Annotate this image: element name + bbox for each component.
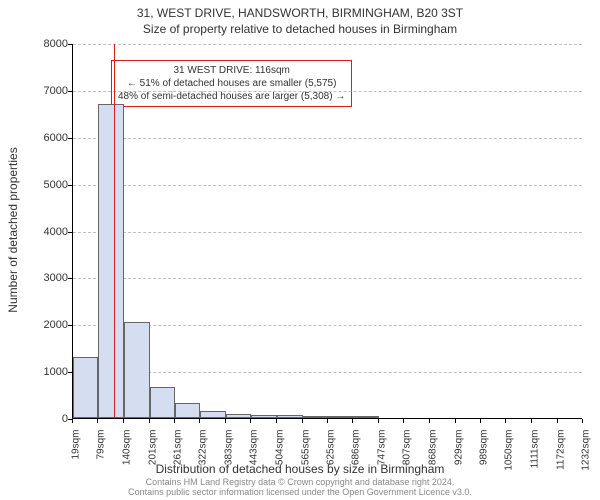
y-tick-mark [68, 185, 72, 186]
x-tick-mark [480, 419, 481, 423]
x-tick-mark [199, 419, 200, 423]
y-tick-mark [68, 278, 72, 279]
histogram-bar [98, 104, 124, 418]
histogram-bar [353, 416, 379, 418]
x-tick-mark [557, 419, 558, 423]
y-tick-label: 6000 [28, 132, 68, 144]
annotation-box: 31 WEST DRIVE: 116sqm ← 51% of detached … [111, 60, 352, 107]
x-tick-mark [276, 419, 277, 423]
x-tick-mark [250, 419, 251, 423]
y-tick-label: 7000 [28, 85, 68, 97]
x-tick-label: 1050sqm [504, 430, 515, 471]
grid-line [73, 278, 582, 279]
x-tick-mark [378, 419, 379, 423]
histogram-bar [200, 411, 226, 418]
grid-line [73, 185, 582, 186]
copyright-notice: Contains HM Land Registry data © Crown c… [0, 478, 600, 498]
x-tick-label: 565sqm [300, 430, 311, 466]
x-tick-mark [72, 419, 73, 423]
y-axis-label: Number of detached properties [6, 147, 20, 312]
x-tick-label: 504sqm [274, 430, 285, 466]
histogram-bar [124, 322, 150, 418]
x-tick-mark [225, 419, 226, 423]
x-tick-label: 322sqm [198, 430, 209, 466]
histogram-bar [73, 357, 98, 418]
x-tick-mark [97, 419, 98, 423]
x-tick-mark [531, 419, 532, 423]
x-tick-label: 1172sqm [555, 430, 566, 470]
histogram-bar [303, 416, 328, 418]
y-tick-mark [68, 44, 72, 45]
y-tick-mark [68, 91, 72, 92]
plot-area: 31 WEST DRIVE: 116sqm ← 51% of detached … [72, 44, 582, 419]
y-tick-label: 4000 [28, 226, 68, 238]
y-tick-label: 2000 [28, 319, 68, 331]
x-tick-mark [403, 419, 404, 423]
annotation-line1: 31 WEST DRIVE: 116sqm [118, 64, 345, 77]
copyright-line2: Contains public sector information licen… [0, 488, 600, 498]
y-tick-label: 5000 [28, 179, 68, 191]
y-tick-mark [68, 232, 72, 233]
chart-container: 31, WEST DRIVE, HANDSWORTH, BIRMINGHAM, … [0, 0, 600, 500]
y-tick-mark [68, 372, 72, 373]
histogram-bar [226, 414, 251, 418]
grid-line [73, 91, 582, 92]
x-tick-mark [429, 419, 430, 423]
x-tick-label: 140sqm [121, 430, 132, 466]
x-tick-label: 261sqm [172, 430, 183, 466]
x-tick-label: 868sqm [427, 430, 438, 466]
x-tick-mark [302, 419, 303, 423]
y-tick-label: 0 [28, 413, 68, 425]
x-tick-label: 79sqm [96, 430, 107, 460]
chart-title-address: 31, WEST DRIVE, HANDSWORTH, BIRMINGHAM, … [0, 6, 600, 20]
x-tick-mark [582, 419, 583, 423]
x-tick-mark [505, 419, 506, 423]
x-tick-mark [174, 419, 175, 423]
x-tick-label: 383sqm [224, 430, 235, 466]
y-tick-label: 1000 [28, 366, 68, 378]
x-tick-label: 929sqm [453, 430, 464, 466]
grid-line [73, 138, 582, 139]
annotation-line2: ← 51% of detached houses are smaller (5,… [118, 77, 345, 90]
grid-line [73, 232, 582, 233]
x-tick-label: 989sqm [478, 430, 489, 466]
annotation-line3: 48% of semi-detached houses are larger (… [118, 90, 345, 103]
x-tick-mark [352, 419, 353, 423]
x-tick-label: 19sqm [71, 430, 82, 460]
y-tick-label: 8000 [28, 38, 68, 50]
y-tick-label: 3000 [28, 272, 68, 284]
x-tick-label: 686sqm [351, 430, 362, 466]
histogram-bar [150, 387, 175, 418]
y-tick-mark [68, 138, 72, 139]
x-tick-mark [327, 419, 328, 423]
x-tick-label: 747sqm [377, 430, 388, 466]
x-tick-mark [149, 419, 150, 423]
histogram-bar [328, 416, 354, 418]
x-tick-label: 1111sqm [530, 430, 541, 469]
chart-title-subtitle: Size of property relative to detached ho… [0, 22, 600, 36]
x-tick-label: 201sqm [147, 430, 158, 466]
x-tick-label: 807sqm [402, 430, 413, 466]
grid-line [73, 44, 582, 45]
x-tick-label: 1232sqm [581, 430, 592, 471]
histogram-bar [175, 403, 201, 418]
histogram-bar [251, 415, 277, 418]
x-tick-mark [455, 419, 456, 423]
x-tick-label: 625sqm [325, 430, 336, 466]
reference-line [114, 44, 115, 418]
x-tick-label: 443sqm [249, 430, 260, 466]
histogram-bar [277, 415, 303, 418]
y-tick-mark [68, 325, 72, 326]
x-tick-mark [123, 419, 124, 423]
